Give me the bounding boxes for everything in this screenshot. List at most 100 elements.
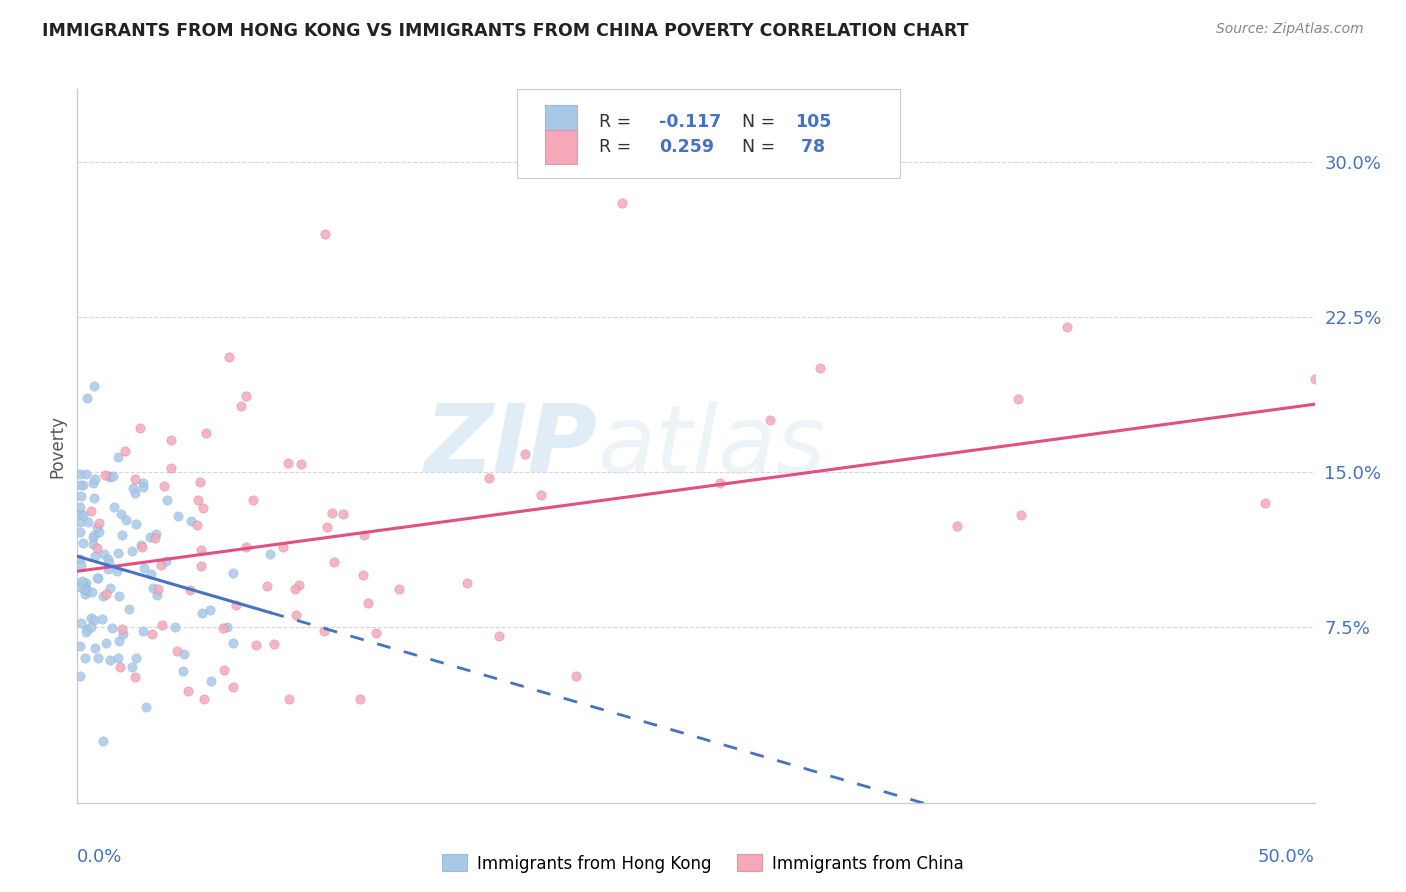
- Point: [87, 651, 110, 665]
- Point: [86, 572, 108, 586]
- Point: [316, 520, 339, 534]
- Point: [150, 618, 173, 632]
- Point: [277, 456, 299, 470]
- Point: [146, 582, 169, 596]
- Text: 78: 78: [794, 138, 825, 156]
- Point: [72, 574, 94, 589]
- Point: [191, 500, 214, 515]
- Point: [190, 558, 212, 573]
- Point: [110, 508, 132, 522]
- Point: [314, 227, 336, 241]
- Text: R =: R =: [599, 113, 637, 131]
- Point: [121, 660, 143, 674]
- Point: [86, 519, 108, 533]
- Point: [155, 554, 177, 568]
- Point: [166, 644, 188, 658]
- Point: [263, 637, 285, 651]
- Point: [83, 528, 105, 542]
- Point: [179, 582, 201, 597]
- Point: [107, 651, 129, 665]
- Legend: Immigrants from Hong Kong, Immigrants from China: Immigrants from Hong Kong, Immigrants fr…: [436, 847, 970, 880]
- Point: [101, 469, 124, 483]
- Point: [160, 461, 183, 475]
- Point: [129, 538, 152, 552]
- Point: [75, 467, 97, 481]
- Point: [235, 540, 257, 554]
- Point: [80, 585, 103, 599]
- Point: [125, 651, 148, 665]
- Point: [946, 519, 969, 533]
- Point: [142, 581, 165, 595]
- Point: [86, 571, 108, 585]
- Point: [118, 602, 141, 616]
- Point: [284, 607, 307, 622]
- Point: [166, 509, 188, 524]
- Point: [186, 517, 208, 532]
- Point: [259, 547, 281, 561]
- Point: [82, 475, 104, 490]
- Point: [132, 475, 155, 490]
- Point: [256, 579, 278, 593]
- Point: [177, 684, 200, 698]
- Point: [323, 555, 346, 569]
- Point: [217, 620, 239, 634]
- Text: -0.117: -0.117: [659, 113, 721, 131]
- Point: [83, 641, 105, 656]
- Point: [515, 447, 537, 461]
- Point: [284, 582, 307, 596]
- Point: [83, 379, 105, 393]
- Point: [135, 700, 157, 714]
- Point: [321, 506, 343, 520]
- Point: [357, 596, 380, 610]
- Point: [193, 692, 215, 706]
- Point: [1254, 496, 1277, 510]
- Point: [82, 530, 104, 544]
- Point: [114, 444, 136, 458]
- Point: [98, 469, 121, 483]
- Text: ZIP: ZIP: [425, 400, 598, 492]
- Point: [191, 607, 214, 621]
- Point: [194, 425, 217, 440]
- Point: [83, 613, 105, 627]
- Point: [145, 526, 167, 541]
- Bar: [546, 130, 578, 164]
- Point: [93, 468, 115, 483]
- Point: [69, 580, 91, 594]
- Point: [69, 478, 91, 492]
- Point: [69, 467, 91, 482]
- Point: [72, 478, 94, 492]
- Point: [312, 624, 335, 638]
- Point: [128, 420, 150, 434]
- Point: [221, 680, 243, 694]
- Point: [122, 481, 145, 495]
- Point: [70, 558, 93, 572]
- Point: [124, 516, 146, 531]
- Point: [759, 413, 782, 427]
- Point: [76, 391, 98, 405]
- Point: [388, 582, 411, 596]
- Text: atlas: atlas: [598, 401, 825, 491]
- Point: [146, 588, 169, 602]
- Point: [288, 577, 311, 591]
- Point: [76, 583, 98, 598]
- Point: [91, 612, 114, 626]
- Point: [172, 665, 194, 679]
- Point: [245, 638, 267, 652]
- Point: [69, 551, 91, 566]
- Point: [97, 562, 120, 576]
- Text: IMMIGRANTS FROM HONG KONG VS IMMIGRANTS FROM CHINA POVERTY CORRELATION CHART: IMMIGRANTS FROM HONG KONG VS IMMIGRANTS …: [42, 22, 969, 40]
- Point: [100, 582, 122, 596]
- Point: [159, 434, 181, 448]
- Point: [94, 587, 117, 601]
- Point: [108, 590, 131, 604]
- Point: [200, 673, 222, 688]
- Point: [808, 361, 831, 376]
- Point: [235, 389, 257, 403]
- Point: [478, 470, 501, 484]
- Point: [153, 479, 176, 493]
- Point: [229, 399, 252, 413]
- Point: [83, 491, 105, 505]
- Point: [91, 589, 114, 603]
- Point: [143, 532, 166, 546]
- Text: N =: N =: [742, 138, 780, 156]
